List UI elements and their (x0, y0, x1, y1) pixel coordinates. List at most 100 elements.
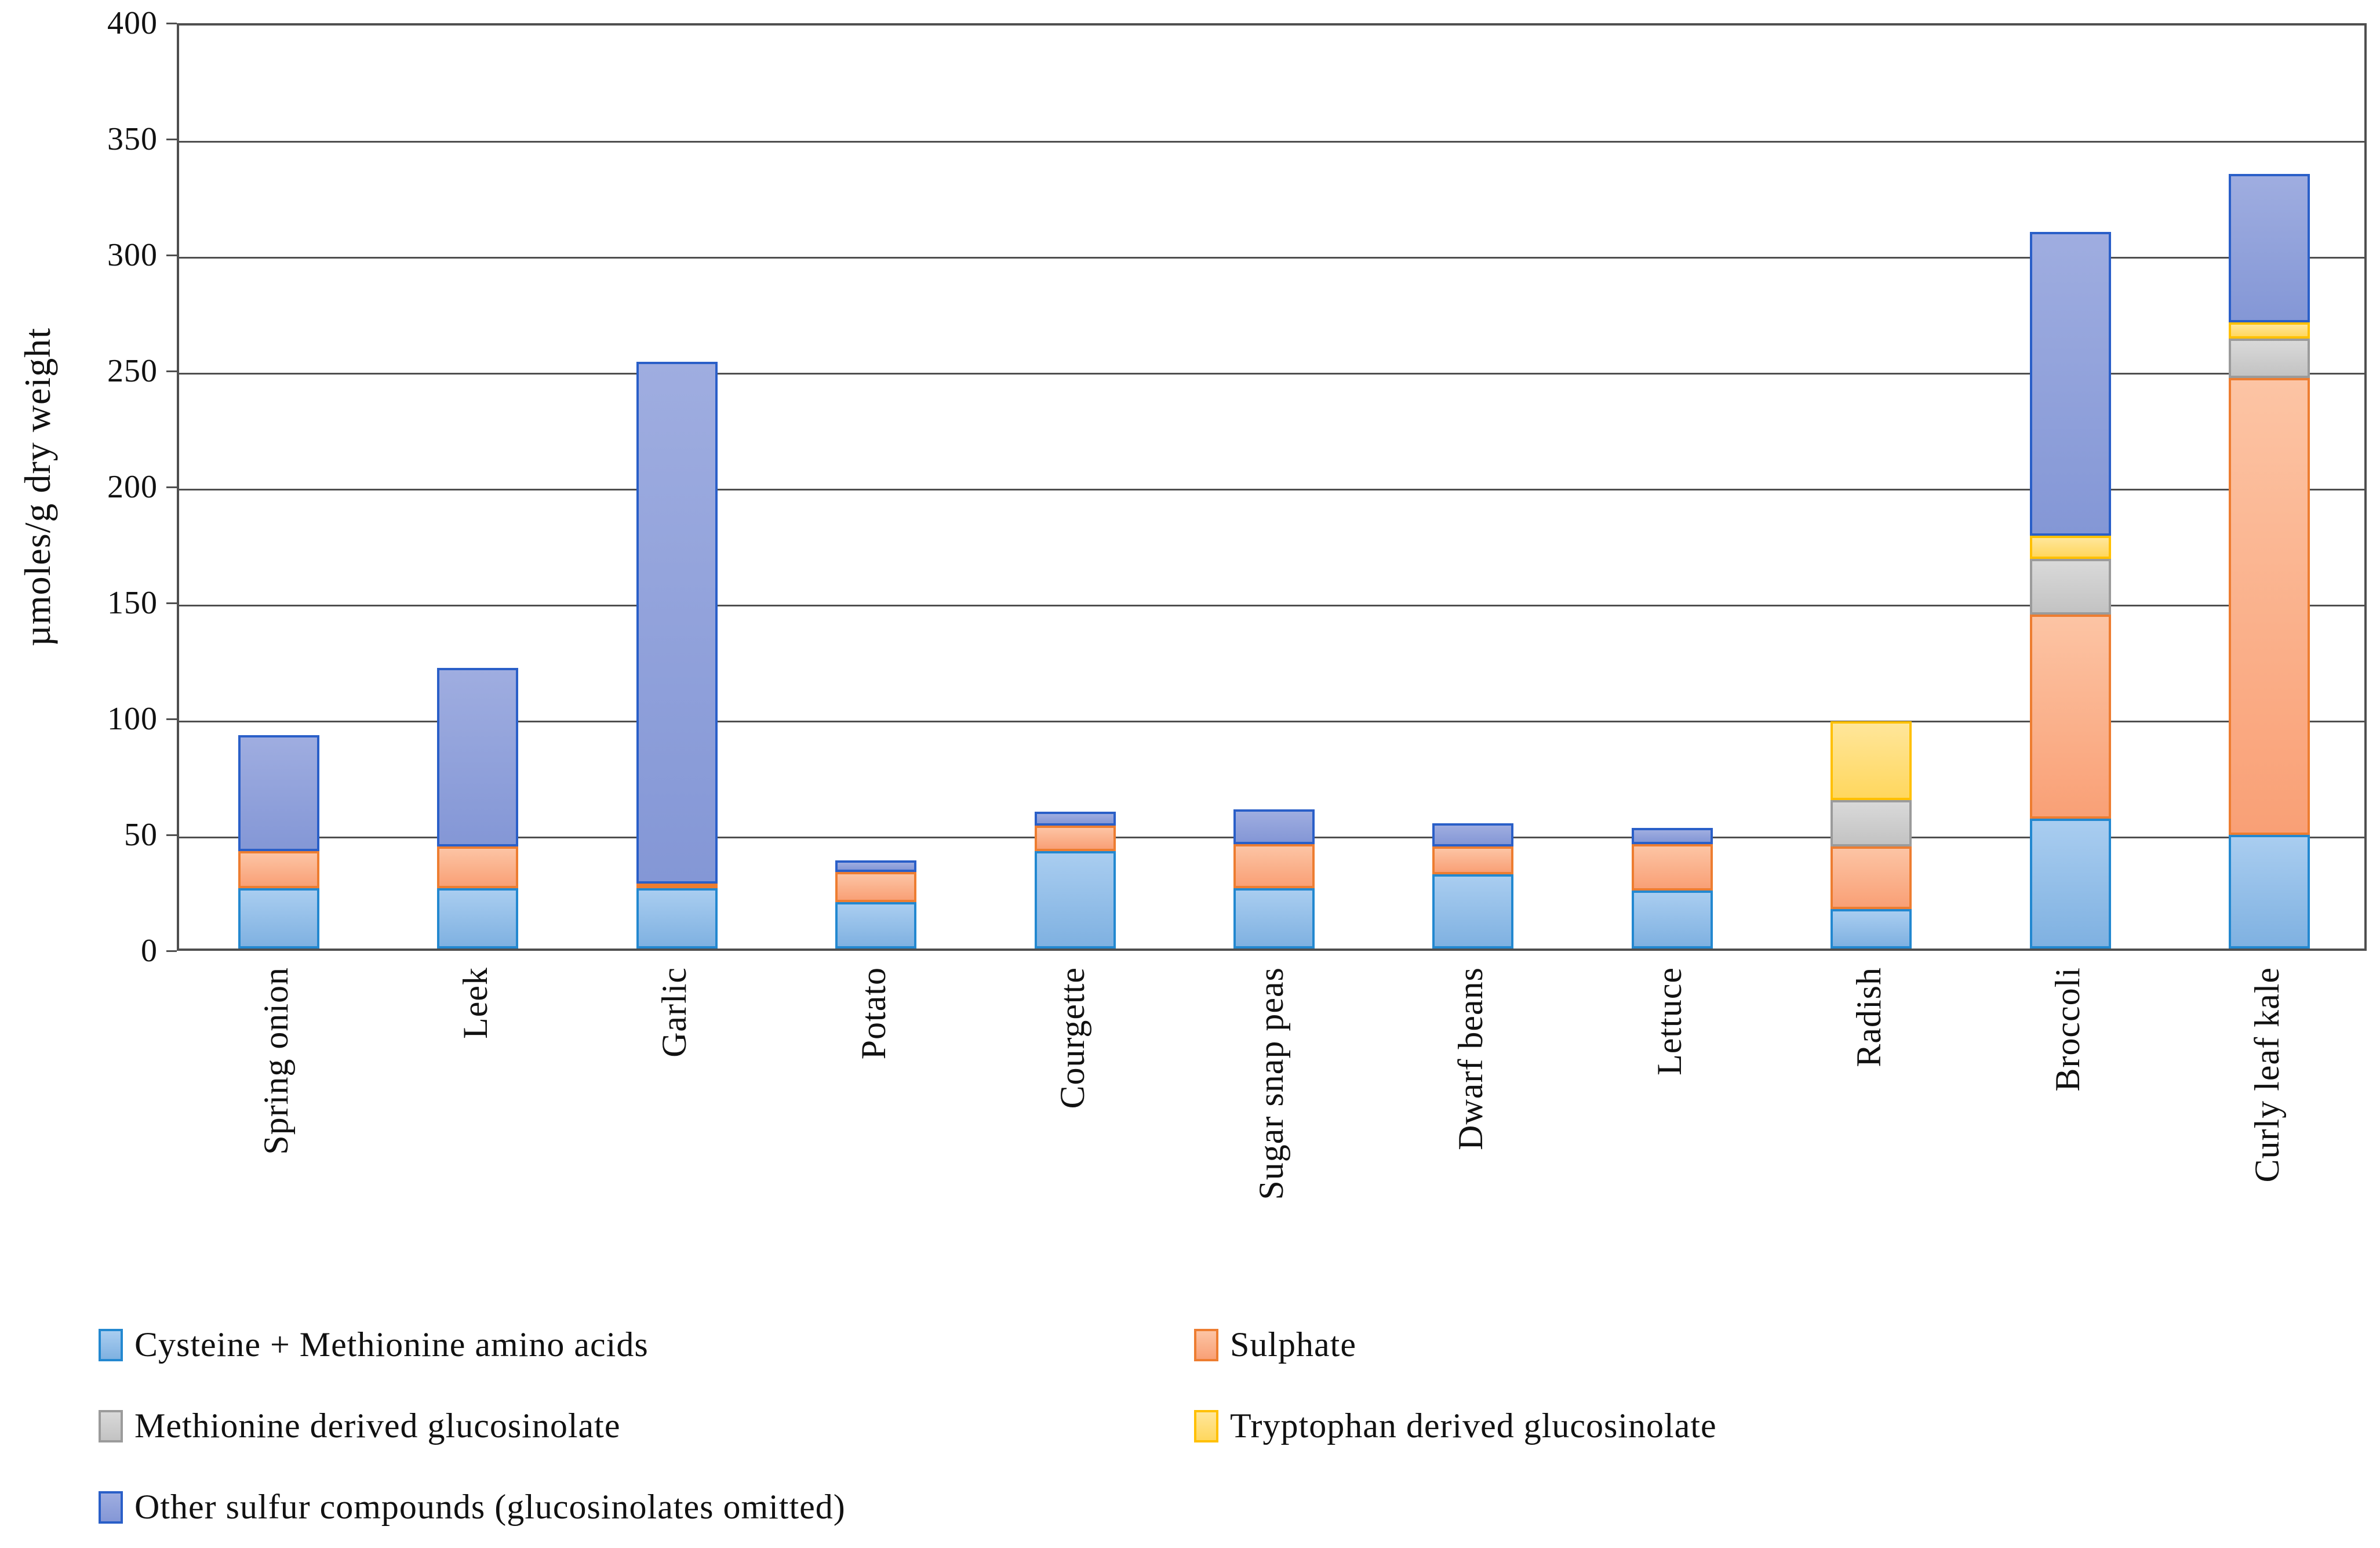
gridline-150 (179, 604, 2364, 606)
category-label: Garlic (655, 967, 694, 1058)
bar-segment (636, 362, 718, 884)
gridline-100 (179, 720, 2364, 722)
plot-area (177, 23, 2367, 951)
category-label: Lettuce (1650, 967, 1689, 1075)
bar-segment (2229, 174, 2310, 322)
bar-segment (835, 872, 917, 902)
category-label-slot: Leek (376, 967, 574, 1315)
bar-segment (1034, 812, 1116, 826)
category-label-slot: Garlic (575, 967, 774, 1315)
bar-segment (2229, 835, 2310, 949)
legend-item-methionine-glucosinolate: Methionine derived glucosinolate (99, 1406, 620, 1446)
bar-segment (238, 888, 319, 949)
bar-segment (2029, 819, 2111, 949)
bar-segment (835, 902, 917, 949)
category-label: Spring onion (257, 967, 296, 1155)
category-label: Broccoli (2048, 967, 2087, 1092)
category-label-slot: Sugar snap peas (1172, 967, 1371, 1315)
y-tick-label-250: 250 (107, 353, 158, 389)
y-tick-label-0: 0 (141, 933, 158, 969)
bar-segment (1432, 846, 1514, 874)
bar-segment (1233, 888, 1315, 949)
y-tick-label-300: 300 (107, 237, 158, 273)
category-label-slot: Dwarf beans (1371, 967, 1570, 1315)
gridline-250 (179, 372, 2364, 375)
y-tick-label-400: 400 (107, 5, 158, 41)
bar-segment (2029, 536, 2111, 559)
y-tick-mark (166, 602, 177, 604)
legend-swatch-sulphate (1194, 1328, 1218, 1361)
bar-segment (2229, 378, 2310, 835)
bar-segment (238, 735, 319, 851)
category-label: Curly leaf kale (2247, 967, 2286, 1183)
category-label-slot: Broccoli (1968, 967, 2167, 1315)
bar-segment (835, 860, 917, 872)
gridline-350 (179, 140, 2364, 143)
bar-segment (437, 888, 519, 949)
y-tick-label-100: 100 (107, 701, 158, 737)
bar-segment (1831, 846, 1912, 909)
category-label: Potato (854, 967, 893, 1060)
category-label-slot: Radish (1770, 967, 1968, 1315)
category-label: Courgette (1053, 967, 1092, 1109)
bar-segment (636, 884, 718, 888)
y-tick-label-350: 350 (107, 121, 158, 157)
category-label-slot: Lettuce (1570, 967, 1769, 1315)
y-tick-mark (166, 254, 177, 256)
bar-segment (1432, 874, 1514, 949)
legend-item-sulphate: Sulphate (1194, 1325, 1356, 1365)
bar-segment (1831, 800, 1912, 846)
y-tick-mark (166, 22, 177, 24)
bar-segment (437, 846, 519, 888)
y-tick-label-150: 150 (107, 585, 158, 621)
y-tick-mark (166, 718, 177, 720)
legend-swatch-tryptophan-glucosinolate (1194, 1409, 1218, 1442)
gridline-300 (179, 256, 2364, 259)
legend-item-other-sulfur: Other sulfur compounds (glucosinolates o… (99, 1487, 846, 1527)
bar-segment (1233, 809, 1315, 844)
y-tick-mark (166, 370, 177, 372)
bar-segment (2229, 339, 2310, 378)
legend-swatch-cysteine-methionine (99, 1328, 123, 1361)
bar-segment (2029, 232, 2111, 536)
bar-segment (1233, 844, 1315, 888)
y-tick-mark (166, 834, 177, 836)
bar-segment (1831, 909, 1912, 949)
bar-segment (1432, 823, 1514, 846)
bar-segment (437, 668, 519, 846)
category-label-slot: Courgette (973, 967, 1172, 1315)
y-tick-mark (166, 950, 177, 952)
bar-segment (636, 888, 718, 949)
legend-item-tryptophan-glucosinolate: Tryptophan derived glucosinolate (1194, 1406, 1717, 1446)
legend-label: Sulphate (1230, 1325, 1356, 1364)
category-label: Radish (1849, 967, 1888, 1067)
category-label: Leek (456, 967, 494, 1039)
legend-swatch-other-sulfur (99, 1491, 123, 1524)
bar-segment (1631, 844, 1713, 891)
legend-label: Cysteine + Methionine amino acids (134, 1325, 649, 1364)
gridline-200 (179, 488, 2364, 490)
legend-label: Tryptophan derived glucosinolate (1230, 1407, 1717, 1445)
bar-segment (2029, 559, 2111, 615)
y-tick-label-200: 200 (107, 469, 158, 505)
legend-label: Other sulfur compounds (glucosinolates o… (134, 1488, 846, 1526)
bar-segment (238, 851, 319, 888)
y-tick-mark (166, 486, 177, 488)
bar-segment (1631, 891, 1713, 949)
category-label-slot: Potato (774, 967, 973, 1315)
bar-segment (1831, 721, 1912, 800)
bar-segment (2229, 322, 2310, 339)
category-label-slot: Curly leaf kale (2168, 967, 2367, 1315)
category-label: Sugar snap peas (1252, 967, 1291, 1200)
bar-segment (2029, 615, 2111, 819)
y-tick-mark (166, 138, 177, 140)
legend-label: Methionine derived glucosinolate (134, 1407, 621, 1445)
legend-swatch-methionine-glucosinolate (99, 1409, 123, 1442)
category-label-slot: Spring onion (177, 967, 376, 1315)
legend-item-cysteine-methionine: Cysteine + Methionine amino acids (99, 1325, 649, 1365)
bar-segment (1034, 826, 1116, 851)
bar-segment (1034, 851, 1116, 949)
y-tick-label-50: 50 (124, 817, 158, 853)
bar-segment (1631, 828, 1713, 844)
